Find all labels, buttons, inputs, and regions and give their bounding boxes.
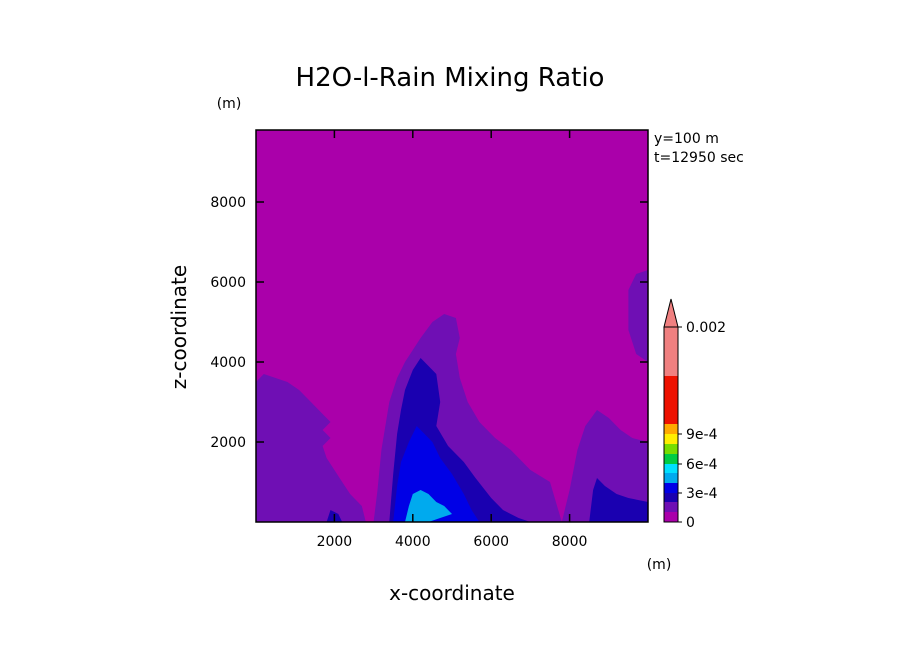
annotation-y: y=100 m bbox=[654, 131, 719, 147]
axes: 2000 4000 6000 8000 2000 4000 6000 8000 bbox=[210, 129, 649, 550]
y-tick-label: 8000 bbox=[210, 195, 246, 211]
plot-frame bbox=[255, 129, 649, 523]
x-tick-label: 4000 bbox=[395, 534, 431, 550]
colorbar-extend-arrow bbox=[663, 298, 679, 328]
colorbar-tick-label: 0 bbox=[686, 515, 695, 531]
colorbar-band bbox=[664, 483, 678, 493]
colorbar-tick-label: 3e-4 bbox=[686, 486, 718, 502]
colorbar-band bbox=[664, 454, 678, 464]
colorbar-band bbox=[664, 327, 678, 376]
colorbar-band bbox=[664, 464, 678, 473]
y-axis-label: z-coordinate bbox=[167, 265, 191, 389]
x-tick-label: 6000 bbox=[473, 534, 509, 550]
x-unit-label: (m) bbox=[647, 557, 672, 573]
contour-plot-area bbox=[256, 130, 648, 522]
colorbar: 0 3e-4 6e-4 9e-4 0.002 bbox=[663, 298, 726, 531]
colorbar-band bbox=[664, 502, 678, 512]
y-tick-label: 6000 bbox=[210, 275, 246, 291]
y-tick-label: 2000 bbox=[210, 435, 246, 451]
colorbar-tick-label: 0.002 bbox=[686, 320, 726, 336]
contour-fills bbox=[256, 130, 648, 522]
contour-region-7 bbox=[589, 478, 648, 522]
chart-title: H2O-l-Rain Mixing Ratio bbox=[296, 63, 605, 93]
contour-region-11 bbox=[408, 510, 421, 522]
colorbar-band bbox=[664, 434, 678, 444]
x-tick-label: 2000 bbox=[317, 534, 353, 550]
colorbar-tick-label: 6e-4 bbox=[686, 457, 718, 473]
contour-region-4 bbox=[561, 410, 648, 522]
colorbar-band bbox=[664, 376, 678, 424]
x-axis-label: x-coordinate bbox=[389, 581, 515, 605]
colorbar-band bbox=[664, 493, 678, 502]
colorbar-band bbox=[664, 512, 678, 522]
colorbar-band bbox=[664, 473, 678, 483]
contour-region-2 bbox=[256, 374, 366, 522]
y-unit-label: (m) bbox=[217, 96, 242, 112]
annotation-t: t=12950 sec bbox=[654, 150, 744, 166]
colorbar-band bbox=[664, 444, 678, 454]
contour-region-5 bbox=[628, 270, 648, 362]
colorbar-band bbox=[664, 424, 678, 434]
y-tick-label: 4000 bbox=[210, 355, 246, 371]
x-tick-label: 8000 bbox=[552, 534, 588, 550]
colorbar-tick-label: 9e-4 bbox=[686, 427, 718, 443]
